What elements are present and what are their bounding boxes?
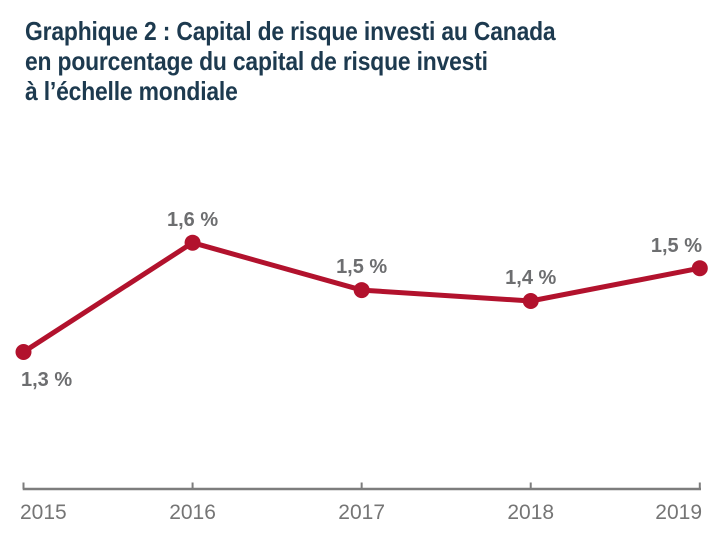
chart-title-line-2: en pourcentage du capital de risque inve… <box>25 46 488 76</box>
data-point <box>691 260 708 277</box>
data-point <box>353 282 370 299</box>
data-point <box>522 292 539 309</box>
data-point <box>15 344 32 360</box>
chart-title-line-1: Graphique 2 : Capital de risque investi … <box>25 16 556 46</box>
chart-title: Graphique 2 : Capital de risque investi … <box>25 16 628 106</box>
chart-title-line-3: à l’échelle mondiale <box>25 76 238 106</box>
data-point <box>184 234 201 251</box>
